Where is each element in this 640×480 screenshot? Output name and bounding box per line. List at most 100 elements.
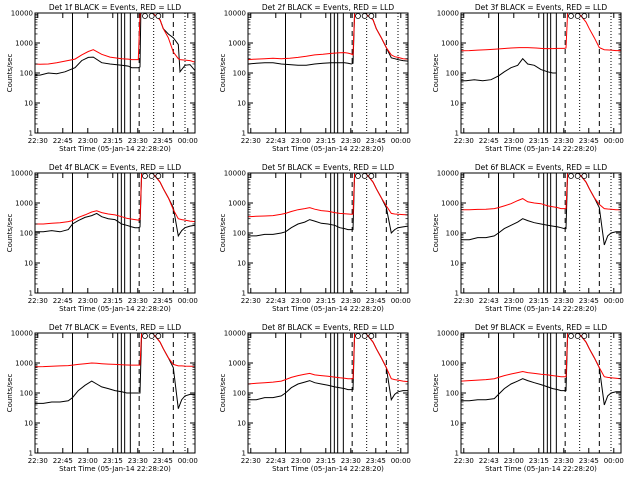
chart-title: Det 3f BLACK = Events, RED = LLD bbox=[475, 3, 608, 12]
y-tick-label: 100 bbox=[20, 390, 33, 398]
x-tick-label: 23:45 bbox=[579, 297, 599, 305]
detector-chart-7: Det 7f BLACK = Events, RED = LLD 1 10 100 10… bbox=[6, 323, 198, 473]
x-tick-label: 22:45 bbox=[53, 297, 73, 305]
events-series-line bbox=[248, 173, 408, 237]
x-tick-label: 22:30 bbox=[28, 297, 48, 305]
plot-frame bbox=[34, 172, 196, 294]
events-series-line bbox=[461, 57, 556, 82]
lld-series-line bbox=[248, 333, 408, 385]
x-tick-label: 00:00 bbox=[391, 457, 411, 465]
x-tick-label: 23:00 bbox=[78, 457, 98, 465]
y-axis-label: Counts/sec bbox=[219, 214, 227, 253]
marker-circle bbox=[148, 13, 155, 19]
plot-frame bbox=[460, 332, 622, 454]
x-tick-label: 00:00 bbox=[178, 137, 198, 145]
y-tick-label: 10000 bbox=[11, 170, 33, 178]
y-tick-label: 10 bbox=[24, 100, 33, 108]
x-axis-label: Start Time (05-Jan-14 22:28:20) bbox=[272, 305, 384, 313]
y-tick-label: 1 bbox=[455, 290, 459, 298]
x-tick-label: 00:00 bbox=[604, 457, 624, 465]
x-tick-label: 22:45 bbox=[53, 457, 73, 465]
y-tick-label: 1000 bbox=[441, 200, 459, 208]
x-axis-label: Start Time (05-Jan-14 22:28:20) bbox=[272, 145, 384, 153]
events-series-line bbox=[35, 173, 195, 238]
y-tick-label: 10000 bbox=[437, 330, 459, 338]
chart-title: Det 4f BLACK = Events, RED = LLD bbox=[49, 163, 182, 172]
x-tick-label: 23:00 bbox=[504, 137, 524, 145]
lld-series-line bbox=[35, 173, 195, 225]
events-series-line bbox=[35, 13, 195, 76]
detector-chart-3: Det 3f BLACK = Events, RED = LLD 1 10 100 10… bbox=[432, 3, 624, 153]
chart-title: Det 6f BLACK = Events, RED = LLD bbox=[475, 163, 608, 172]
x-tick-label: 23:15 bbox=[529, 137, 549, 145]
y-axis-label: Counts/sec bbox=[219, 374, 227, 413]
x-tick-label: 00:00 bbox=[178, 297, 198, 305]
x-tick-label: 23:00 bbox=[291, 457, 311, 465]
x-tick-label: 00:00 bbox=[604, 137, 624, 145]
marker-circle bbox=[355, 333, 361, 339]
x-tick-label: 23:45 bbox=[366, 457, 386, 465]
x-tick-label: 23:00 bbox=[504, 297, 524, 305]
marker-circle bbox=[355, 173, 361, 179]
x-tick-label: 22:30 bbox=[241, 457, 261, 465]
detector-chart-1: Det 1f BLACK = Events, RED = LLD 1 10 100 10… bbox=[6, 3, 198, 153]
x-tick-label: 00:00 bbox=[178, 457, 198, 465]
x-tick-label: 23:00 bbox=[78, 137, 98, 145]
plot-frame bbox=[34, 332, 196, 454]
y-tick-label: 1000 bbox=[228, 40, 246, 48]
y-tick-label: 10 bbox=[24, 260, 33, 268]
y-tick-label: 100 bbox=[233, 390, 246, 398]
chart-title: Det 2f BLACK = Events, RED = LLD bbox=[262, 3, 395, 12]
y-tick-label: 10000 bbox=[11, 330, 33, 338]
detector-panel-4: Det 4f BLACK = Events, RED = LLD 1 10 100 10… bbox=[0, 160, 213, 320]
y-tick-label: 1000 bbox=[441, 360, 459, 368]
y-tick-label: 10 bbox=[450, 260, 459, 268]
x-tick-label: 23:45 bbox=[153, 297, 173, 305]
y-tick-label: 10 bbox=[24, 420, 33, 428]
x-tick-label: 22:43 bbox=[266, 137, 286, 145]
x-tick-label: 23:30 bbox=[554, 297, 574, 305]
plot-frame bbox=[247, 12, 409, 134]
x-axis-label: Start Time (05-Jan-14 22:28:20) bbox=[59, 305, 171, 313]
y-tick-label: 10 bbox=[237, 260, 246, 268]
y-axis-label: Counts/sec bbox=[6, 374, 14, 413]
x-tick-label: 23:30 bbox=[554, 457, 574, 465]
y-tick-label: 1 bbox=[242, 130, 246, 138]
x-tick-label: 22:43 bbox=[479, 297, 499, 305]
x-tick-label: 00:00 bbox=[604, 297, 624, 305]
marker-circle bbox=[148, 333, 155, 339]
x-axis-label: Start Time (05-Jan-14 22:28:20) bbox=[485, 465, 597, 473]
marker-circle bbox=[355, 13, 361, 19]
y-tick-label: 10000 bbox=[224, 330, 246, 338]
marker-circle bbox=[568, 13, 574, 19]
x-tick-label: 22:45 bbox=[53, 137, 73, 145]
x-tick-label: 23:15 bbox=[103, 297, 123, 305]
detector-panel-5: Det 5f BLACK = Events, RED = LLD 1 10 100 10… bbox=[213, 160, 426, 320]
x-tick-label: 00:00 bbox=[391, 297, 411, 305]
y-tick-label: 1 bbox=[29, 290, 33, 298]
x-axis-label: Start Time (05-Jan-14 22:28:20) bbox=[59, 465, 171, 473]
marker-circle bbox=[142, 173, 148, 179]
y-tick-label: 100 bbox=[20, 230, 33, 238]
chart-title: Det 7f BLACK = Events, RED = LLD bbox=[49, 323, 182, 332]
y-tick-label: 1000 bbox=[15, 360, 33, 368]
y-tick-label: 10000 bbox=[11, 10, 33, 18]
x-tick-label: 23:45 bbox=[153, 137, 173, 145]
marker-circle bbox=[155, 333, 162, 339]
y-tick-label: 10 bbox=[450, 100, 459, 108]
detector-panel-2: Det 2f BLACK = Events, RED = LLD 1 10 100 10… bbox=[213, 0, 426, 160]
marker-circle bbox=[361, 173, 368, 179]
detector-panel-1: Det 1f BLACK = Events, RED = LLD 1 10 100 10… bbox=[0, 0, 213, 160]
lld-series-line bbox=[461, 333, 621, 382]
y-tick-label: 1000 bbox=[15, 40, 33, 48]
marker-circle bbox=[574, 173, 581, 179]
marker-circle bbox=[574, 13, 581, 19]
x-tick-label: 23:00 bbox=[291, 297, 311, 305]
x-tick-label: 22:30 bbox=[454, 137, 474, 145]
detector-chart-4: Det 4f BLACK = Events, RED = LLD 1 10 100 10… bbox=[6, 163, 198, 313]
marker-circle bbox=[361, 333, 368, 339]
y-tick-label: 10000 bbox=[437, 170, 459, 178]
marker-circle bbox=[368, 173, 375, 179]
x-tick-label: 23:30 bbox=[128, 297, 148, 305]
